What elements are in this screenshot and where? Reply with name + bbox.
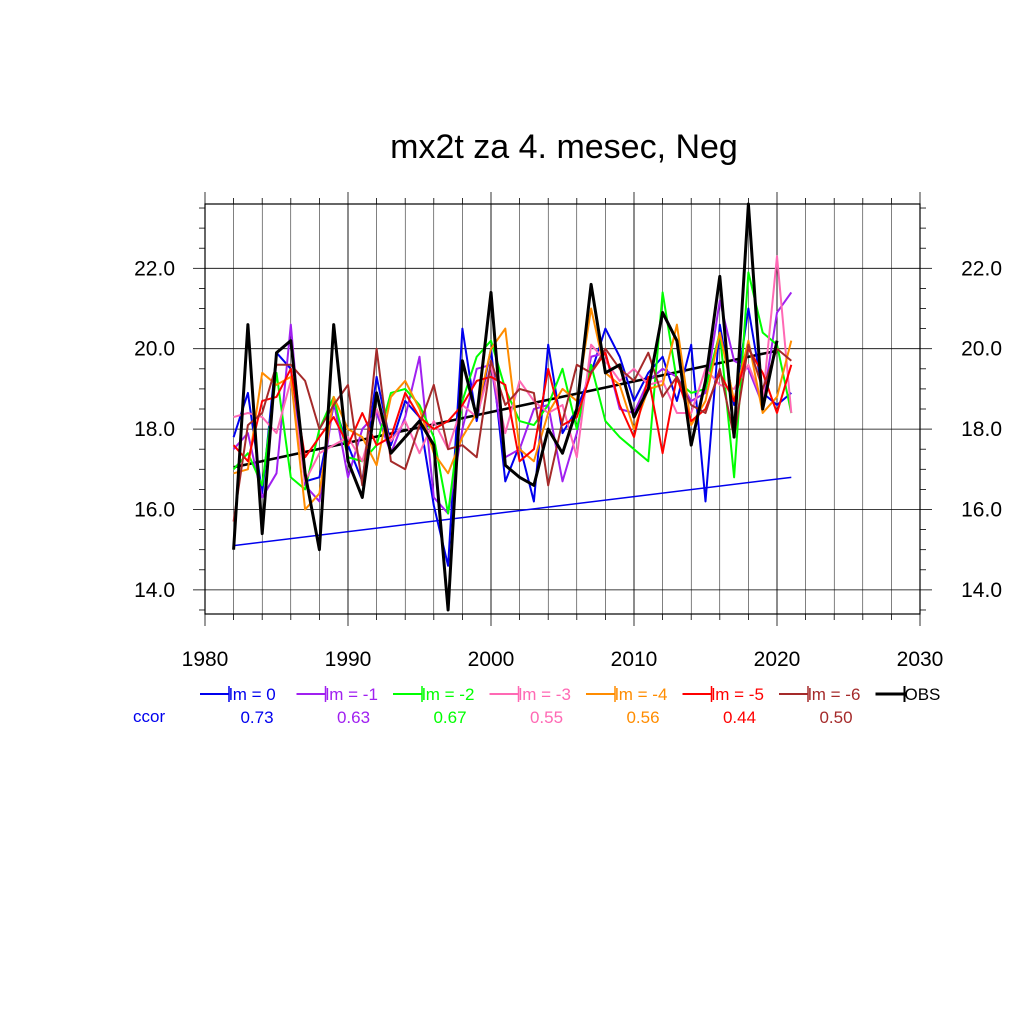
y-tick-label-right: 20.0 xyxy=(961,338,1002,361)
legend-entry: lm = -5 xyxy=(712,685,764,704)
legend-entry: lm = -6 xyxy=(808,685,860,704)
legend-entry: lm = -1 xyxy=(326,685,378,704)
plot-frame xyxy=(193,192,932,626)
legend-entry: OBS xyxy=(905,685,941,704)
ccor-value: 0.50 xyxy=(819,708,852,727)
y-tick-label: 18.0 xyxy=(134,418,175,441)
chart-title: mx2t za 4. mesec, Neg xyxy=(390,128,738,166)
ccor-value: 0.63 xyxy=(337,708,370,727)
y-tick-label-right: 16.0 xyxy=(961,498,1002,521)
x-tick-label: 2000 xyxy=(468,648,515,671)
legend-entry: lm = -2 xyxy=(422,685,474,704)
axes-box xyxy=(204,203,921,615)
ccor-value: 0.55 xyxy=(530,708,563,727)
y-tick-label-right: 14.0 xyxy=(961,579,1002,602)
x-tick-label: 2010 xyxy=(611,648,658,671)
series-lines xyxy=(232,202,793,612)
legend-entry: lm = 0 xyxy=(229,685,276,704)
y-tick-label-right: 18.0 xyxy=(961,418,1002,441)
x-tick-label: 2020 xyxy=(754,648,801,671)
y-tick-label: 14.0 xyxy=(134,579,175,602)
x-tick-label: 2030 xyxy=(897,648,944,671)
legend: ccor lm = 0 0.73 lm = -1 0.63 lm = -2 0.67 lm =… xyxy=(133,685,940,727)
trend-line xyxy=(233,476,792,547)
y-tick-label: 22.0 xyxy=(134,257,175,280)
ccor-value: 0.56 xyxy=(626,708,659,727)
y-tick-label: 20.0 xyxy=(134,338,175,361)
y-tick-label: 16.0 xyxy=(134,498,175,521)
ccor-value: 0.44 xyxy=(723,708,756,727)
x-tick-label: 1980 xyxy=(182,648,229,671)
series-line xyxy=(232,202,779,612)
y-tick-label-right: 22.0 xyxy=(961,257,1002,280)
ccor-label: ccor xyxy=(133,707,165,726)
ccor-value: 0.67 xyxy=(433,708,466,727)
grid xyxy=(205,204,920,614)
tick-labels: 14.0 14.0 16.0 16.0 18.0 18.0 20.0 20.0 22.0 22.0… xyxy=(134,257,1002,671)
legend-entry: lm = -3 xyxy=(519,685,571,704)
x-tick-label: 1990 xyxy=(325,648,372,671)
legend-entry: lm = -4 xyxy=(615,685,667,704)
trend-line xyxy=(233,349,778,469)
ccor-value: 0.73 xyxy=(240,708,273,727)
